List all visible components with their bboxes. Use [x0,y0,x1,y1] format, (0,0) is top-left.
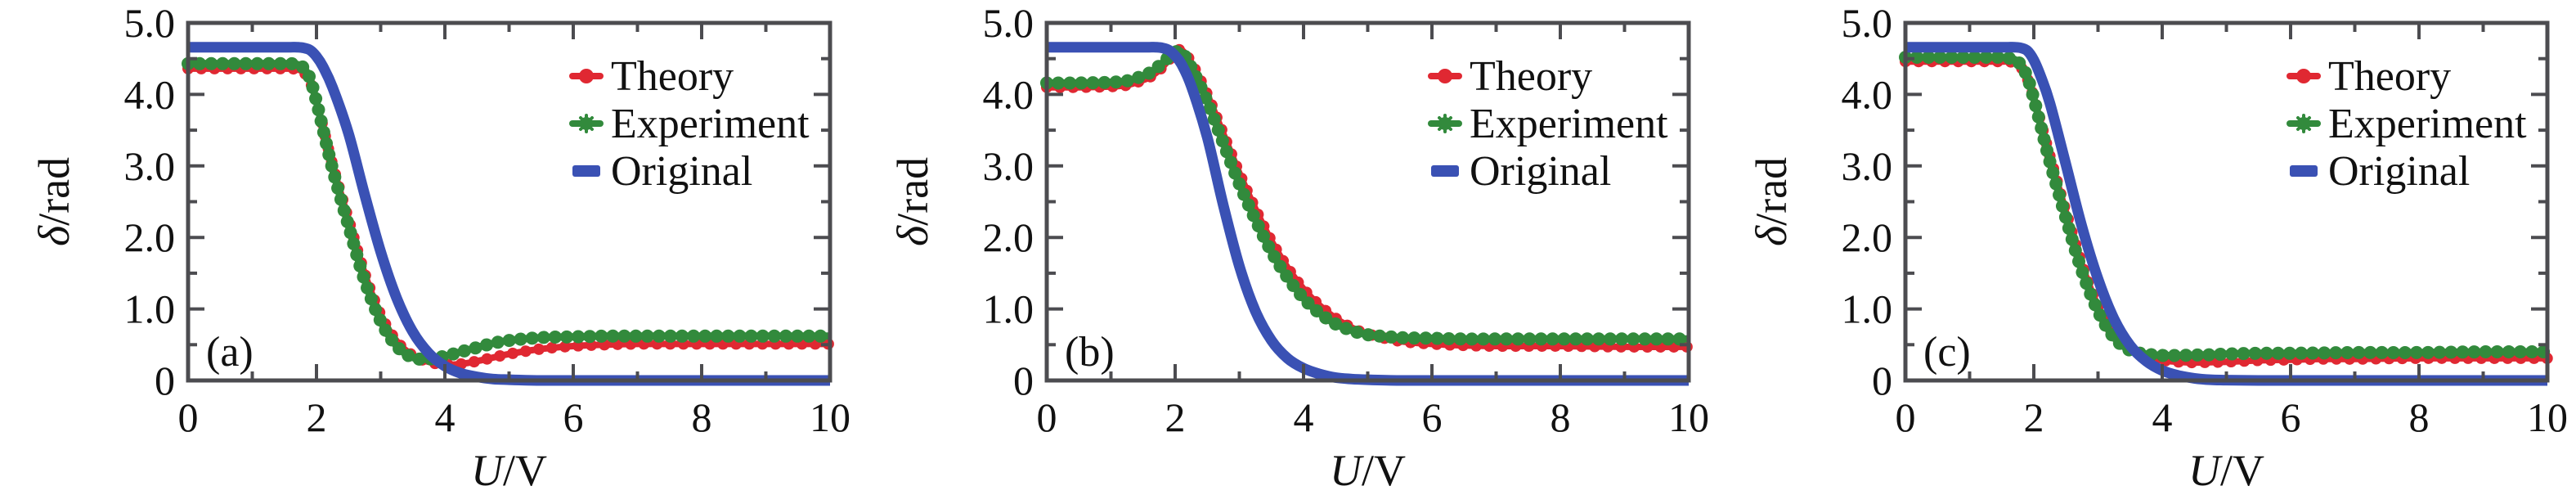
x-tick-label: 0 [1037,394,1057,440]
y-tick-label: 1.0 [983,286,1034,332]
x-tick-label: 4 [435,394,456,440]
y-tick-label: 5.0 [124,0,176,46]
plot-c: 0 2 4 6 8 10 0 1.0 2.0 3.0 4.0 5.0 U/V δ/rad (c) Theory… [1747,0,2568,495]
legend-item-theory: Theory [569,53,734,100]
theory-marker-icon [1438,69,1452,83]
legend-label-original: Original [1470,148,1611,195]
y-tick-label: 0 [155,358,175,403]
axes-box [186,20,832,383]
original-curve [1905,42,2547,386]
curves-group [1899,42,2554,386]
x-tick-label: 6 [563,394,584,440]
theory-curve [1046,46,1690,350]
ticks-group [1904,21,2549,382]
legend-label-original: Original [611,148,752,195]
x-tick-label: 6 [2281,394,2301,440]
legend-item-experiment: Experiment [2287,101,2527,147]
legend-label-theory: Theory [611,53,734,100]
y-tick-label: 3.0 [983,143,1034,189]
panel-letter: (c) [1923,329,1971,376]
y-tick-label: 5.0 [1842,0,1893,46]
curves-group [182,42,837,386]
legend-item-theory: Theory [1428,53,1592,100]
ticks-group [1045,21,1690,382]
y-tick-label: 0 [1013,358,1034,403]
original-marker-icon [572,165,600,177]
experiment-curve-markers [1899,50,2554,362]
legend-item-experiment: Experiment [569,101,810,147]
x-tick-label: 2 [2024,394,2044,440]
ticks-group [186,21,832,382]
x-tick-label: 10 [810,394,850,440]
panel-c: 0 2 4 6 8 10 0 1.0 2.0 3.0 4.0 5.0 U/V δ/rad (c) Theory… [1717,0,2576,495]
panel-b: 0 2 4 6 8 10 0 1.0 2.0 3.0 4.0 5.0 U/V δ/rad (b) Theory… [859,0,1717,495]
original-curve [188,42,830,386]
experiment-curve-markers [1040,44,1695,346]
legend-label-theory: Theory [1470,53,1592,100]
x-tick-label: 8 [692,394,712,440]
y-tick-label: 4.0 [124,71,176,117]
x-tick-label: 8 [2409,394,2430,440]
experiment-curve [1046,47,1689,343]
legend-label-experiment: Experiment [611,101,810,147]
y-axis-title: δ/rad [888,157,937,246]
experiment-curve-markers [182,56,837,367]
x-tick-label: 4 [1294,394,1314,440]
x-tick-label: 2 [307,394,327,440]
y-tick-label: 4.0 [983,71,1034,117]
y-tick-label: 2.0 [1842,214,1893,260]
x-tick-label: 4 [2152,394,2173,440]
theory-marker-icon [2296,69,2311,83]
panel-letter: (b) [1065,329,1115,376]
y-tick-label: 1.0 [124,286,176,332]
y-tick-label: 2.0 [983,214,1034,260]
y-tick-label: 1.0 [1842,286,1893,332]
theory-curve-markers [1041,43,1694,353]
x-axis-title: U/V [471,446,547,495]
x-tick-label: 10 [2527,394,2568,440]
y-tick-label: 3.0 [124,143,176,189]
y-axis-title: δ/rad [1747,157,1796,246]
plot-a: 0 2 4 6 8 10 0 1.0 2.0 3.0 4.0 5.0 U/V δ/rad (a) Theory… [29,0,850,495]
y-tick-label: 3.0 [1842,143,1893,189]
x-tick-label: 10 [1668,394,1709,440]
legend-item-theory: Theory [2287,53,2451,100]
panel-a: 0 2 4 6 8 10 0 1.0 2.0 3.0 4.0 5.0 U/V δ/rad (a) Theory… [0,0,859,495]
x-tick-label: 0 [178,394,199,440]
x-axis-title: U/V [2188,446,2264,495]
x-axis-title: U/V [1330,446,1406,495]
legend-item-original: Original [2290,148,2470,195]
panel-letter: (a) [206,329,254,376]
theory-marker-icon [579,69,594,83]
y-tick-label: 0 [1872,358,1892,403]
legend-label-theory: Theory [2328,53,2451,100]
legend-label-original: Original [2328,148,2470,195]
x-tick-label: 0 [1896,394,1916,440]
curves-group [1040,42,1695,386]
y-tick-label: 2.0 [124,214,176,260]
original-marker-icon [1431,165,1459,177]
legend-item-original: Original [572,148,752,195]
legend-label-experiment: Experiment [2328,101,2527,147]
axes-box [1903,20,2550,383]
x-tick-label: 6 [1422,394,1443,440]
x-tick-label: 2 [1165,394,1186,440]
legend-item-experiment: Experiment [1428,101,1668,147]
plot-b: 0 2 4 6 8 10 0 1.0 2.0 3.0 4.0 5.0 U/V δ/rad (b) Theory… [888,0,1709,495]
y-tick-label: 5.0 [983,0,1034,46]
original-marker-icon [2290,165,2318,177]
legend-item-original: Original [1431,148,1611,195]
y-tick-label: 4.0 [1842,71,1893,117]
legend-label-experiment: Experiment [1470,101,1668,147]
y-axis-title: δ/rad [29,157,79,246]
x-tick-label: 8 [1551,394,1571,440]
